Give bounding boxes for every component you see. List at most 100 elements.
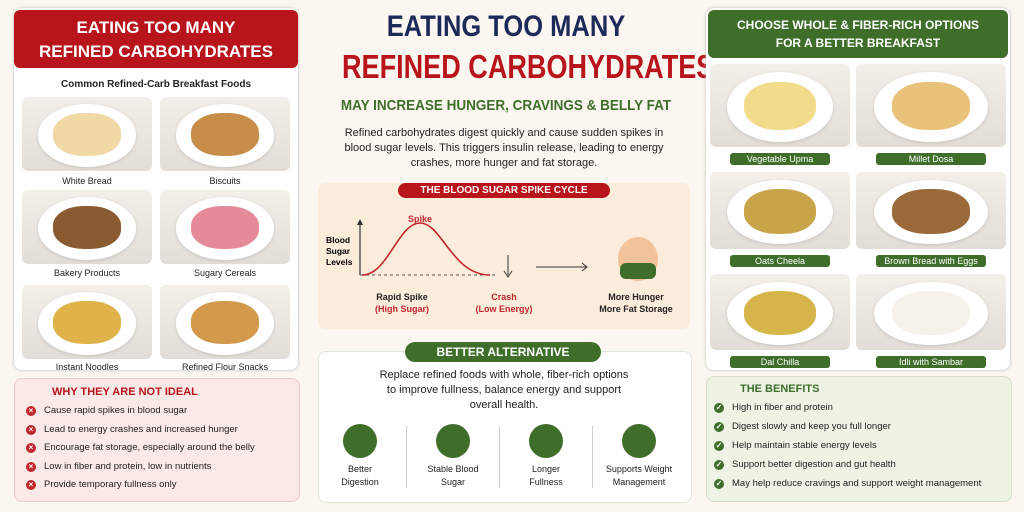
food xyxy=(191,206,259,250)
why-box xyxy=(14,378,300,502)
better-text: to improve fullness, balance energy and … xyxy=(386,384,622,396)
benefit-item: Support better digestion and gut health xyxy=(732,459,896,470)
belly-icon xyxy=(620,263,656,279)
food-image xyxy=(710,64,850,147)
cycle-title: THE BLOOD SUGAR SPIKE CYCLE xyxy=(398,183,610,198)
benefit-item: Management xyxy=(612,477,666,487)
food-label: Instant Noodles xyxy=(55,362,119,372)
rapid-label: (High Sugar) xyxy=(375,304,429,314)
crash-label: (Low Energy) xyxy=(475,304,533,314)
spike-curve xyxy=(361,222,491,276)
benefit-item: High in fiber and protein xyxy=(732,402,833,413)
food-label: Vegetable Upma xyxy=(730,153,830,165)
food-image xyxy=(22,190,152,264)
food-label: White Bread xyxy=(62,176,112,186)
intro-line: blood sugar levels. This triggers insuli… xyxy=(344,142,664,154)
food-label: Oats Cheela xyxy=(730,255,830,267)
why-item: Low in fiber and protein, low in nutrien… xyxy=(44,460,212,472)
left-subtitle: Common Refined-Carb Breakfast Foods xyxy=(60,79,252,90)
left-banner: EATING TOO MANY REFINED CARBOHYDRATES xyxy=(14,10,298,68)
check-icon: ✓ xyxy=(714,441,724,451)
arrow xyxy=(357,219,363,225)
spike-label: Spike xyxy=(408,214,433,224)
food-image xyxy=(710,274,850,350)
food-image xyxy=(856,274,1006,350)
x-icon: × xyxy=(26,461,36,472)
x-icon: × xyxy=(26,480,36,490)
why-item: Lead to energy crashes and increased hun… xyxy=(44,423,238,435)
why-item: Encourage fat storage, especially around… xyxy=(44,442,255,453)
why-item: Provide temporary fullness only xyxy=(44,479,177,490)
food-image xyxy=(856,172,1006,249)
food xyxy=(53,301,121,345)
divider xyxy=(592,426,593,488)
benefits-box xyxy=(706,376,1012,502)
result-label: More Hunger xyxy=(608,292,664,302)
benefit-item: May help reduce cravings and support wei… xyxy=(732,478,982,489)
axis-label: Levels xyxy=(326,257,353,267)
benefit-icon xyxy=(436,424,470,458)
center-title: EATING TOO MANY xyxy=(386,10,626,43)
right-heading: FOR A BETTER BREAKFAST xyxy=(775,36,941,50)
why-heading: WHY THEY ARE NOT IDEAL xyxy=(52,386,198,398)
food-label: Sugary Cereals xyxy=(193,268,257,278)
benefit-item: Digest slowly and keep you full longer xyxy=(732,421,891,432)
rapid-label: Rapid Spike xyxy=(376,292,428,302)
right-heading: CHOOSE WHOLE & FIBER-RICH OPTIONS xyxy=(736,18,979,32)
check-icon: ✓ xyxy=(714,403,724,413)
food-label: Biscuits xyxy=(209,176,241,186)
food-image xyxy=(160,190,290,264)
benefit-item: Supports Weight xyxy=(605,464,673,474)
better-text: Replace refined foods with whole, fiber-… xyxy=(379,369,629,381)
left-title: EATING TOO MANY xyxy=(76,18,236,37)
food-image xyxy=(22,97,152,171)
food-label: Refined Flour Snacks xyxy=(181,362,269,372)
food-image xyxy=(160,285,290,359)
food xyxy=(892,290,970,335)
benefits-heading: THE BENEFITS xyxy=(740,383,820,395)
food-image xyxy=(22,285,152,359)
intro-line: crashes, more hunger and fat storage. xyxy=(410,157,598,169)
benefit-item: Longer xyxy=(531,464,561,474)
benefit-icon xyxy=(529,424,563,458)
right-banner: CHOOSE WHOLE & FIBER-RICH OPTIONS FOR A … xyxy=(708,10,1008,58)
benefit-item: Help maintain stable energy levels xyxy=(732,440,877,451)
result-label: More Fat Storage xyxy=(599,304,673,314)
food xyxy=(53,206,121,250)
arrow xyxy=(503,270,513,278)
why-item: Cause rapid spikes in blood sugar xyxy=(44,405,188,416)
check-icon: ✓ xyxy=(714,422,724,432)
food-label: Brown Bread with Eggs xyxy=(876,255,986,267)
food xyxy=(892,82,970,131)
benefit-item: Digestion xyxy=(341,477,379,487)
check-icon: ✓ xyxy=(714,479,724,489)
food-image xyxy=(710,172,850,249)
center-subtitle: MAY INCREASE HUNGER, CRAVINGS & BELLY FA… xyxy=(340,97,672,114)
benefit-item: Stable Blood xyxy=(427,464,479,474)
food-label: Millet Dosa xyxy=(876,153,986,165)
benefit-icon xyxy=(343,424,377,458)
cycle-diagram xyxy=(357,219,658,281)
intro-line: Refined carbohydrates digest quickly and… xyxy=(344,127,664,139)
axis-label: Blood xyxy=(326,235,351,245)
food xyxy=(743,290,817,335)
benefit-icon xyxy=(622,424,656,458)
left-title: REFINED CARBOHYDRATES xyxy=(39,42,273,61)
food-label: Dal Chilla xyxy=(730,356,830,368)
crash-label: Crash xyxy=(491,292,517,302)
food xyxy=(191,113,259,157)
x-icon: × xyxy=(26,424,36,435)
x-icon: × xyxy=(26,406,36,416)
check-icon: ✓ xyxy=(714,460,724,470)
food xyxy=(53,113,121,157)
food-image xyxy=(856,64,1006,147)
food xyxy=(743,82,817,131)
food-image xyxy=(160,97,290,171)
x-icon: × xyxy=(26,443,36,453)
divider xyxy=(406,426,407,488)
axis-label: Sugar xyxy=(326,246,351,256)
food-label: Bakery Products xyxy=(53,268,121,278)
better-text: overall health. xyxy=(469,399,539,411)
divider xyxy=(499,426,500,488)
